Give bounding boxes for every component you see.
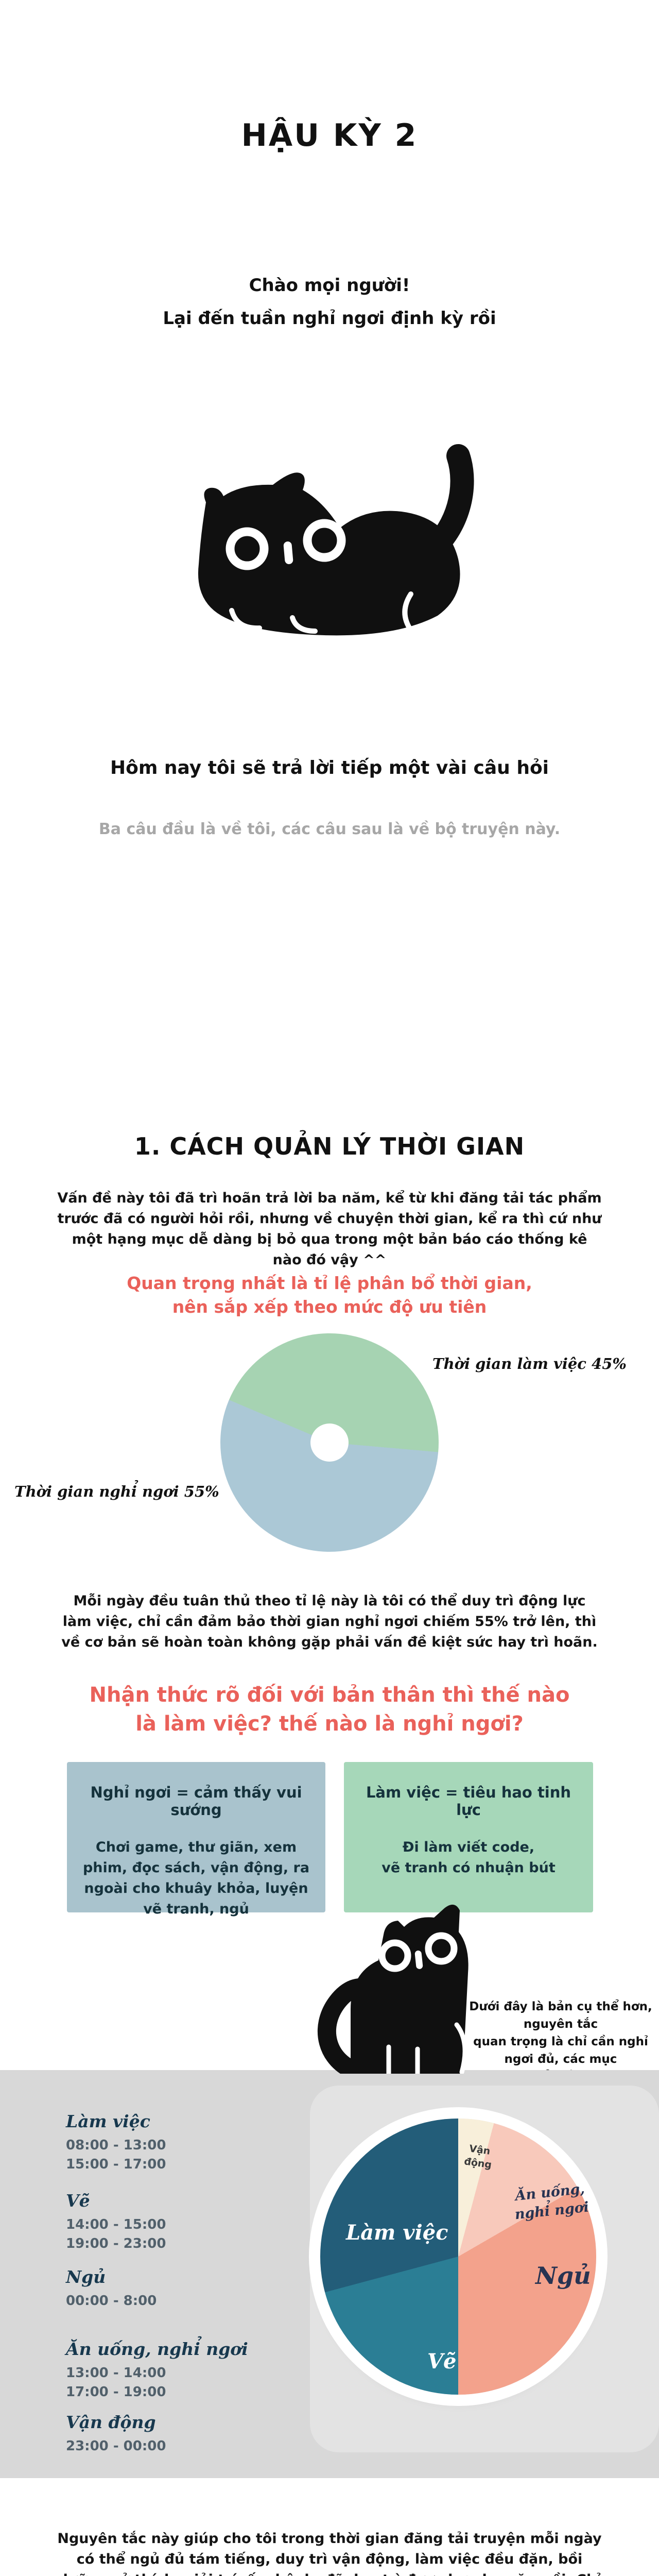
pie2-label-exercise: Vận động [457,2141,501,2173]
today-heading: Hôm nay tôi sẽ trả lời tiếp một vài câu … [110,757,549,778]
cat2-nose [414,1951,423,1969]
eat-time-1: 13:00 - 14:00 [66,2365,166,2381]
red1-line1: Quan trọng nhất là tỉ lệ phân bổ thời gi… [127,1273,532,1293]
page-title: HẬU KỲ 2 [241,117,418,154]
cat2-body [351,1904,469,2074]
legend-eat-times: 13:00 - 14:00 17:00 - 19:00 [66,2364,166,2402]
note-line2: quan trọng là chỉ cần nghỉ ngơi đủ, các … [473,2035,648,2066]
eat-time-2: 17:00 - 19:00 [66,2384,166,2400]
greeting-line-2: Lại đến tuần nghỉ ngơi định kỳ rồi [163,308,496,329]
cat-nose [283,541,293,564]
black-cat-lying-illustration [198,444,474,637]
red2-line2: là làm việc? thế nào là nghỉ ngơi? [135,1712,524,1736]
cat-eye-right [303,519,346,562]
draw-time-2: 19:00 - 23:00 [66,2236,166,2251]
work-definition-box: Làm việc = tiêu hao tinh lực Đi làm viết… [344,1762,593,1912]
legend-exercise-times: 23:00 - 00:00 [66,2437,166,2456]
rest-box-title: Nghỉ ngơi = cảm thấy vui sướng [90,1784,302,1819]
cat-paw-line-2 [290,615,318,634]
cat2-eye-right [425,1932,458,1965]
pie2-label-work: Làm việc [346,2221,448,2245]
black-cat-peeking-illustration [317,1904,469,2074]
legend-work-times: 08:00 - 13:00 15:00 - 17:00 [66,2136,166,2174]
cat-paw-line-1 [229,608,262,631]
pie2-label-sleep: Ngủ [535,2262,591,2290]
section1-para2: Mỗi ngày đều tuân thủ theo tỉ lệ này là … [61,1593,598,1650]
work-box-body-1: Đi làm viết code, [402,1839,535,1855]
legend-work-title: Làm việc [66,2111,150,2131]
section1-red-heading-1: Quan trọng nhất là tỉ lệ phân bổ thời gi… [0,1272,659,1319]
legend-exercise-title: Vận động [66,2412,156,2432]
pie1-label-rest: Thời gian nghỉ ngơi 55% [14,1483,219,1500]
cat-leg-line [402,591,417,637]
rest-box-body: Chơi game, thư giãn, xem phim, đọc sách,… [82,1839,310,1917]
work-box-title: Làm việc = tiêu hao tinh lực [366,1784,571,1819]
draw-time-1: 14:00 - 15:00 [66,2217,166,2232]
pie2-label-draw: Vẽ [427,2349,457,2374]
work-time-1: 08:00 - 13:00 [66,2138,166,2153]
legend-sleep-times: 00:00 - 8:00 [66,2292,157,2311]
sleep-time-1: 00:00 - 8:00 [66,2293,157,2309]
red1-line2: nên sắp xếp theo mức độ ưu tiên [172,1297,487,1317]
intro-subtitle: Ba câu đầu là về tôi, các câu sau là về … [98,820,561,838]
legend-sleep-title: Ngủ [66,2267,106,2287]
pie-chart-daily-schedule [320,2119,596,2395]
cat2-leg-line [454,2022,467,2074]
greeting-line-1: Chào mọi người! [249,275,410,296]
pie1-label-work: Thời gian làm việc 45% [432,1355,627,1372]
note-line1: Dưới đây là bản cụ thể hơn, nguyên tắc [469,2000,652,2031]
rest-definition-box: Nghỉ ngơi = cảm thấy vui sướng Chơi game… [67,1762,325,1917]
legend-draw-title: Vẽ [66,2191,90,2211]
exercise-time-1: 23:00 - 00:00 [66,2438,166,2454]
legend-eat-title: Ăn uống, nghỉ ngơi [66,2339,248,2359]
work-box-body-2: vẽ tranh có nhuận bút [381,1860,556,1876]
section1-red-heading-2: Nhận thức rõ đối với bản thân thì thế nà… [0,1681,659,1738]
section1-para1: Vấn đề này tôi đã trì hoãn trả lời ba nă… [57,1190,602,1268]
cat-eye-left [226,527,269,570]
cat2-eye-left [378,1939,411,1972]
section1-heading: 1. CÁCH QUẢN LÝ THỜI GIAN [134,1132,525,1160]
work-time-2: 15:00 - 17:00 [66,2157,166,2172]
red2-line1: Nhận thức rõ đối với bản thân thì thế nà… [89,1683,570,1707]
pie-chart-work-rest [220,1333,439,1552]
legend-draw-times: 14:00 - 15:00 19:00 - 23:00 [66,2215,166,2253]
section1-para3: Nguyên tắc này giúp cho tôi trong thời g… [57,2531,602,2576]
